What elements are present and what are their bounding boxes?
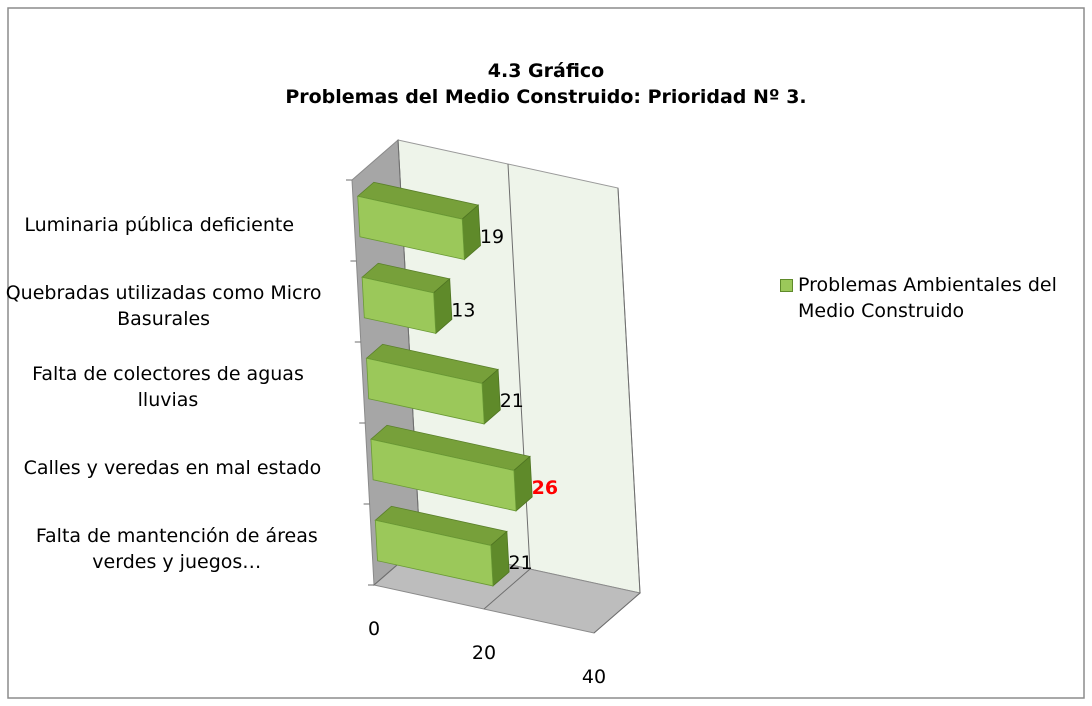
chart-subtitle: Problemas del Medio Construido: Priorida… xyxy=(285,86,807,108)
bar xyxy=(366,357,485,425)
legend: Problemas Ambientales del Medio Construi… xyxy=(780,272,1070,324)
category-label: Luminaria pública deficiente xyxy=(24,213,295,236)
value-label: 21 xyxy=(509,552,533,574)
x-tick-label: 0 xyxy=(368,618,380,640)
value-label: 13 xyxy=(451,300,475,322)
bar xyxy=(357,195,465,261)
category-label: Falta de mantención de áreas verdes y ju… xyxy=(35,524,318,573)
chart-title: 4.3 Gráfico xyxy=(487,60,605,82)
legend-swatch xyxy=(780,279,793,292)
chart-title-block: 4.3 Gráfico Problemas del Medio Construi… xyxy=(0,58,1092,110)
category-label: Calles y veredas en mal estado xyxy=(23,456,322,479)
grid-line xyxy=(483,163,531,610)
bar xyxy=(370,438,517,512)
category-label: Quebradas utilizadas como Micro Basurale… xyxy=(5,281,322,330)
x-tick-label: 20 xyxy=(472,642,496,664)
category-label: Falta de colectores de aguas lluvias xyxy=(32,362,304,411)
legend-label: Problemas Ambientales del Medio Construi… xyxy=(798,274,1057,322)
grid-line xyxy=(593,187,641,634)
value-label: 21 xyxy=(500,390,524,412)
bar xyxy=(374,519,494,587)
value-label: 19 xyxy=(480,226,504,248)
bar xyxy=(361,276,437,334)
x-tick-label: 40 xyxy=(582,666,606,688)
value-label: 26 xyxy=(532,477,558,499)
